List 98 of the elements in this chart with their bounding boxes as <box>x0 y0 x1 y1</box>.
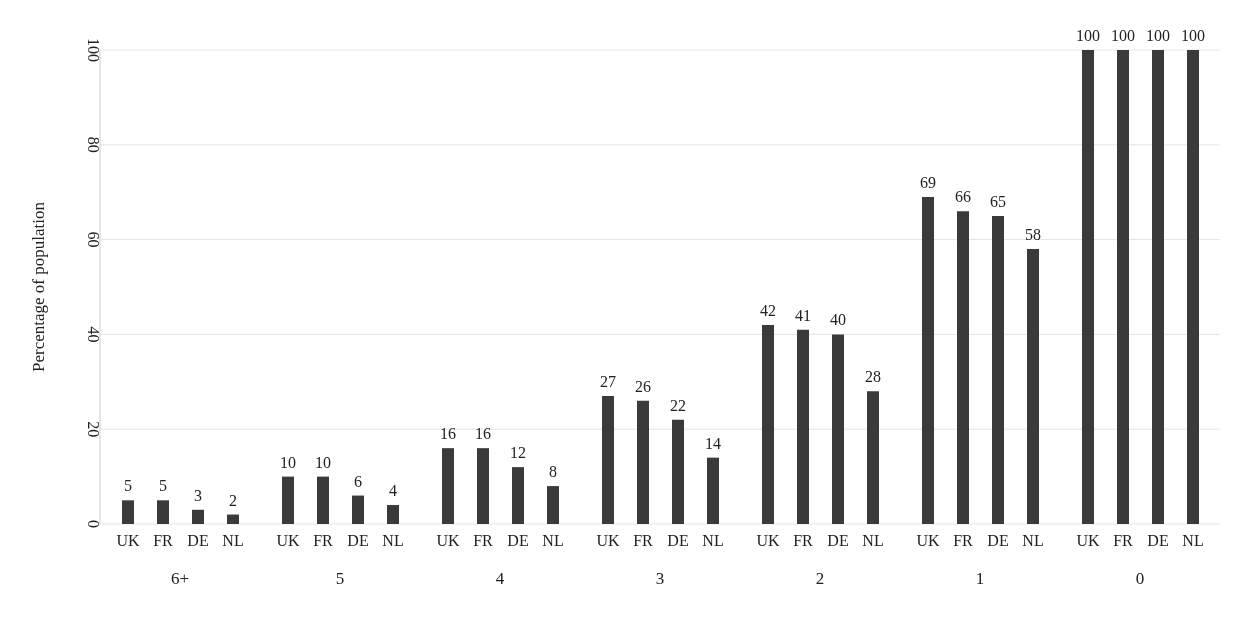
x-tick-label: 6+ <box>170 569 190 588</box>
x-tick-label: 2 <box>815 569 825 588</box>
text: NL <box>222 532 244 549</box>
text: UK <box>276 532 300 549</box>
data-label: 8 <box>549 463 557 481</box>
bar <box>122 500 134 524</box>
x-tick-label: 4 <box>495 569 505 588</box>
bar <box>477 448 489 524</box>
text: UK <box>436 532 460 549</box>
bar <box>992 215 1004 524</box>
data-label: 100 <box>1146 27 1170 44</box>
text: UK <box>916 532 940 549</box>
bar <box>957 211 969 524</box>
data-label: 28 <box>865 368 881 386</box>
data-label: 2 <box>229 491 237 509</box>
data-label: 58 <box>1025 226 1041 244</box>
bar <box>442 448 454 524</box>
x-tick-label: 5 <box>335 569 345 588</box>
data-label: 26 <box>635 377 651 395</box>
y-tick-label: 60 <box>85 231 102 248</box>
bar <box>672 419 684 524</box>
series-label: DE <box>507 532 529 549</box>
bar <box>282 476 294 524</box>
y-tick-label: 0 <box>85 520 102 528</box>
data-label: 5 <box>159 477 167 495</box>
data-label: 3 <box>194 486 202 504</box>
bar <box>762 324 774 524</box>
text: FR <box>953 532 973 549</box>
text: NL <box>1022 532 1044 549</box>
text: DE <box>827 532 849 549</box>
bar <box>637 400 649 524</box>
bar <box>512 467 524 524</box>
x-tick-label: 1 <box>975 569 985 588</box>
data-label: 14 <box>705 434 721 452</box>
data-label: 100 <box>1076 27 1100 44</box>
data-label: 41 <box>795 306 811 324</box>
data-label: 5 <box>124 477 132 495</box>
text: UK <box>756 532 780 549</box>
y-tick-label: 100 <box>85 38 102 62</box>
data-label: 40 <box>830 311 846 329</box>
text: NL <box>862 532 884 549</box>
bar <box>192 509 204 524</box>
data-label: 10 <box>280 453 296 471</box>
bar <box>1027 249 1039 524</box>
data-label: 65 <box>990 192 1006 210</box>
bar <box>797 329 809 524</box>
data-label: 100 <box>1181 27 1205 44</box>
bar <box>547 486 559 524</box>
bar <box>1082 50 1094 524</box>
series-label: UK <box>596 532 620 549</box>
text: DE <box>187 532 209 549</box>
y-tick-label: 20 <box>85 421 102 438</box>
bar <box>922 196 934 524</box>
text: NL <box>382 532 404 549</box>
bar <box>867 391 879 524</box>
bar <box>352 495 364 524</box>
text: FR <box>473 532 493 549</box>
data-label: 100 <box>1111 27 1135 44</box>
data-label: 10 <box>315 453 331 471</box>
data-label: 16 <box>475 425 491 443</box>
text: DE <box>1147 532 1169 549</box>
text: DE <box>987 532 1009 549</box>
bar <box>707 457 719 524</box>
bar <box>1187 50 1199 524</box>
data-label: 4 <box>389 482 397 500</box>
bar <box>602 396 614 524</box>
bar <box>387 505 399 524</box>
data-label: 6 <box>354 472 362 490</box>
data-label: 12 <box>510 444 526 462</box>
text: DE <box>347 532 369 549</box>
data-label: 27 <box>600 373 616 391</box>
text: DE <box>667 532 689 549</box>
y-tick-label: 80 <box>85 136 102 153</box>
bar <box>317 476 329 524</box>
data-label: 66 <box>955 188 971 206</box>
text: NL <box>702 532 724 549</box>
text: FR <box>793 532 813 549</box>
data-label: 16 <box>440 425 456 443</box>
data-label: 22 <box>670 396 686 414</box>
x-tick-label: 3 <box>655 569 665 588</box>
text: UK <box>116 532 140 549</box>
data-label: 42 <box>760 301 776 319</box>
series-label: NL <box>542 532 564 549</box>
bar <box>227 514 239 524</box>
bar <box>157 500 169 524</box>
series-label: FR <box>633 532 654 549</box>
text: NL <box>1182 532 1204 549</box>
x-tick-label: 0 <box>1135 569 1145 588</box>
bar <box>1117 50 1129 524</box>
bar <box>1152 50 1164 524</box>
y-tick-label: 40 <box>85 326 102 343</box>
bar <box>832 334 844 524</box>
text: FR <box>313 532 333 549</box>
text: UK <box>1076 532 1100 549</box>
data-label: 69 <box>920 173 936 191</box>
text: FR <box>153 532 173 549</box>
text: FR <box>1113 532 1133 549</box>
y-axis-title: Percentage of population <box>29 201 49 372</box>
